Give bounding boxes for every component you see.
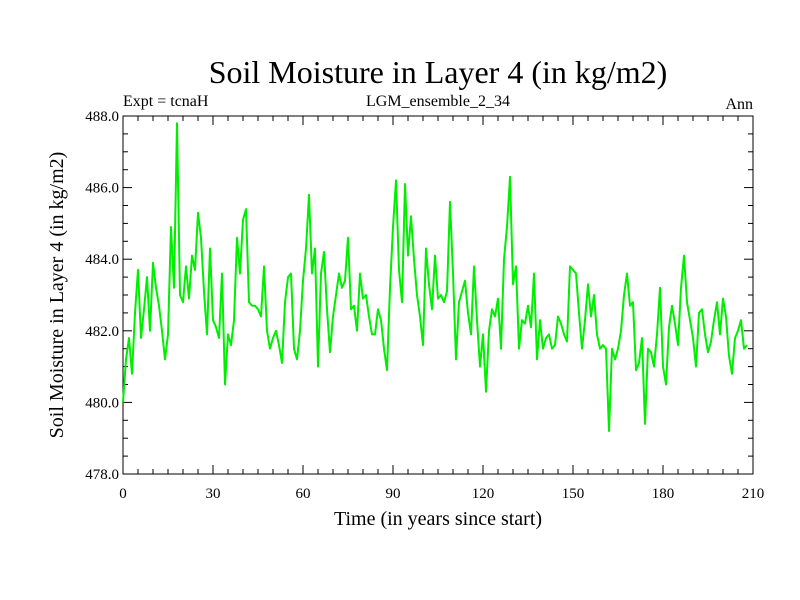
x-axis: 0 30 60 90 120 150 180 210 [119, 116, 764, 502]
data-series-line [122, 122, 748, 432]
y-tick-label: 488.0 [85, 109, 119, 125]
x-tick-label: 60 [296, 486, 311, 502]
x-tick-label: 180 [652, 486, 675, 502]
x-tick-label: 90 [386, 486, 401, 502]
y-tick-label: 478.0 [85, 467, 119, 483]
x-axis-label: Time (in years since start) [334, 508, 542, 530]
y-tick-label: 484.0 [85, 252, 119, 268]
y-axis-label: Soil Moisture in Layer 4 (in kg/m2) [46, 152, 68, 439]
subtitle-right: Ann [725, 96, 753, 113]
chart-title: Soil Moisture in Layer 4 (in kg/m2) [209, 54, 668, 90]
x-tick-label: 150 [562, 486, 585, 502]
x-tick-label: 210 [742, 486, 765, 502]
subtitle-left: Expt = tcnaH [123, 93, 209, 110]
y-tick-label: 486.0 [85, 181, 119, 197]
x-tick-label: 30 [206, 486, 221, 502]
x-tick-label: 120 [472, 486, 495, 502]
y-tick-label: 482.0 [85, 324, 119, 340]
y-axis: 478.0 480.0 482.0 484.0 486.0 488.0 [85, 109, 753, 483]
x-tick-label: 0 [119, 486, 127, 502]
subtitle-center: LGM_ensemble_2_34 [366, 93, 510, 110]
y-tick-label: 480.0 [85, 395, 119, 411]
